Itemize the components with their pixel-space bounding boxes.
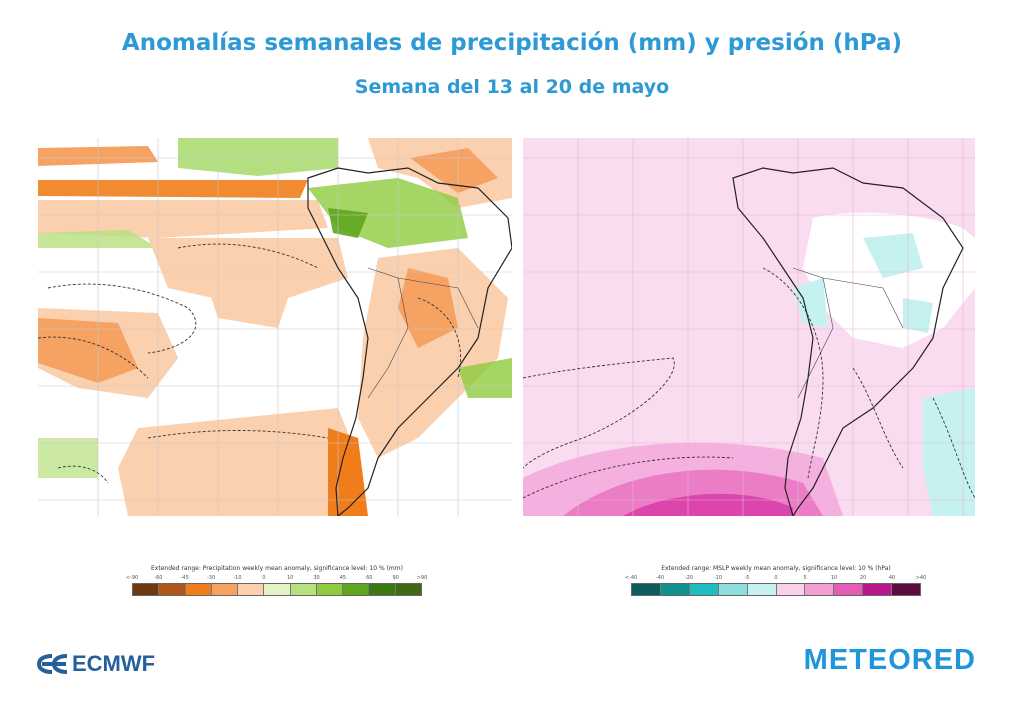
colorbar-swatch	[718, 584, 748, 595]
colorbar-swatch	[316, 584, 344, 595]
colorbar-tick-label: -60	[154, 575, 163, 581]
colorbar-tick-label: 60	[366, 575, 373, 581]
colorbar-tick-label: -45	[180, 575, 189, 581]
page-title: Anomalías semanales de precipitación (mm…	[121, 30, 903, 56]
colorbar-swatch	[834, 584, 864, 595]
colorbar-swatch	[863, 584, 893, 595]
colorbar-swatch	[395, 584, 421, 595]
precipitation-legend-title: Extended range: Precipitation weekly mea…	[151, 565, 403, 572]
colorbar-tick-label: 10	[286, 575, 294, 581]
colorbar-tick-label: <-40	[624, 575, 638, 581]
colorbar-tick-label: >40	[915, 575, 927, 581]
colorbar-tick-label: 10	[830, 575, 838, 581]
colorbar-swatch	[211, 584, 239, 595]
pressure-anomaly-map	[523, 138, 975, 516]
pressure-legend: Extended range: MSLP weekly mean anomaly…	[625, 565, 926, 596]
colorbar-swatch	[238, 584, 265, 595]
colorbar-tick-label: 20	[859, 575, 867, 581]
colorbar-tick-label: 40	[888, 575, 896, 581]
colorbar-tick-label: 0	[774, 575, 778, 581]
colorbar-tick-label: -10	[713, 575, 723, 581]
colorbar-swatch	[290, 584, 317, 595]
precipitation-colorbar	[132, 583, 422, 596]
pressure-legend-ticks: <-40 -40 -20 -10 -5 0 5 10 20 40 >40	[625, 575, 926, 583]
colorbar-swatch	[632, 584, 661, 595]
colorbar-swatch	[660, 584, 690, 595]
ecmwf-emblem-icon	[36, 654, 68, 674]
pressure-colorbar	[631, 583, 921, 596]
precipitation-legend: Extended range: Precipitation weekly mea…	[126, 565, 427, 596]
meteored-logo: METEORED	[803, 644, 976, 676]
page-subtitle: Semana del 13 al 20 de mayo	[354, 76, 670, 98]
colorbar-tick-label: 5	[803, 575, 807, 581]
colorbar-tick-label: -10	[233, 575, 242, 581]
colorbar-swatch	[343, 584, 370, 595]
precipitation-anomaly-map	[38, 138, 512, 516]
colorbar-tick-label: -20	[684, 575, 694, 581]
colorbar-tick-label: >90	[416, 575, 428, 581]
colorbar-swatch	[747, 584, 777, 595]
colorbar-tick-label: <-90	[125, 575, 139, 581]
pressure-legend-title: Extended range: MSLP weekly mean anomaly…	[661, 565, 891, 572]
colorbar-tick-label: -5	[744, 575, 750, 581]
colorbar-tick-label: -40	[655, 575, 665, 581]
colorbar-swatch	[776, 584, 806, 595]
colorbar-swatch	[805, 584, 835, 595]
ecmwf-logo: ECMWF	[36, 651, 156, 676]
colorbar-swatch	[264, 584, 291, 595]
colorbar-tick-label: 90	[392, 575, 399, 581]
colorbar-tick-label: 0	[262, 575, 266, 581]
colorbar-swatch	[133, 584, 160, 595]
colorbar-swatch	[369, 584, 396, 595]
colorbar-swatch	[159, 584, 186, 595]
colorbar-tick-label: 45	[339, 575, 347, 581]
precipitation-legend-ticks: <-90 -60 -45 -30 -10 0 10 30 45 60 90 >90	[126, 575, 427, 583]
colorbar-tick-label: 30	[313, 575, 320, 581]
colorbar-swatch	[689, 584, 719, 595]
ecmwf-logo-text: ECMWF	[72, 651, 156, 676]
colorbar-tick-label: -30	[206, 575, 216, 581]
colorbar-swatch	[892, 584, 921, 595]
colorbar-swatch	[185, 584, 212, 595]
